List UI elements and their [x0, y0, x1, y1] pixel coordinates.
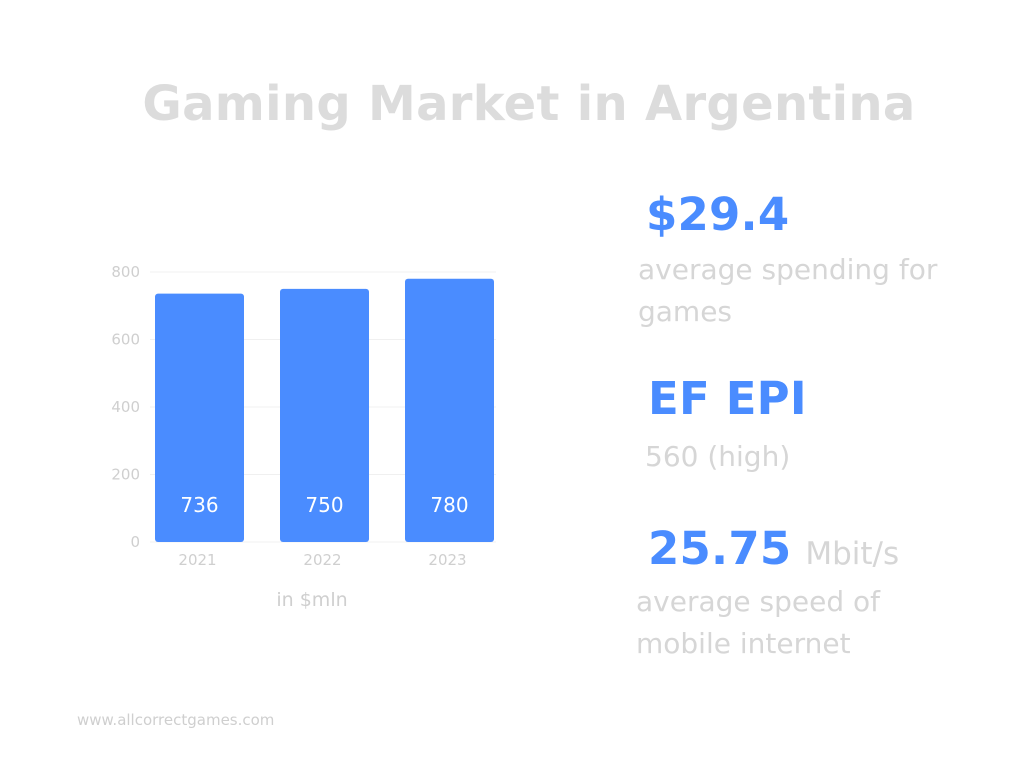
bar [405, 278, 494, 542]
bar-data-label: 736 [180, 493, 218, 517]
stat-internet-label: average speed of mobile internet [636, 581, 880, 665]
stat-epi: EF EPI [648, 372, 807, 425]
bar [155, 293, 244, 542]
stat-spending-value: $29.4 [646, 188, 790, 241]
page-title: Gaming Market in Argentina [142, 76, 916, 132]
bar-chart: 0 200 400 600 800 736 2021 750 2022 780 2023 [111, 263, 496, 569]
stat-epi-label: 560 (high) [645, 440, 791, 473]
bar-data-label: 750 [305, 493, 343, 517]
stat-internet: 25.75 Mbit/s [648, 522, 899, 575]
stat-internet-unit: Mbit/s [805, 536, 900, 572]
stat-epi-value: EF EPI [648, 372, 807, 425]
stat-spending: $29.4 [646, 188, 789, 241]
stat-spending-label-line2: games [638, 295, 733, 328]
chart-unit-label: in $mln [276, 589, 348, 611]
y-tick-label: 600 [111, 331, 140, 349]
bar-data-label: 780 [430, 493, 468, 517]
bar [280, 288, 369, 542]
y-tick-label: 200 [111, 466, 140, 484]
x-tick-label: 2021 [178, 551, 216, 569]
x-tick-label: 2023 [428, 551, 466, 569]
stat-epi-label-wrap: 560 (high) [645, 436, 790, 478]
y-tick-label: 400 [111, 398, 140, 416]
stat-internet-value: 25.75 [648, 522, 792, 575]
stat-spending-label-line1: average spending for [638, 253, 938, 286]
footer-url: www.allcorrectgames.com [77, 711, 275, 729]
stat-internet-label-line2: mobile internet [636, 627, 851, 660]
y-tick-label: 800 [111, 263, 140, 281]
x-tick-label: 2022 [303, 551, 341, 569]
stat-spending-label: average spending for games [638, 249, 937, 333]
stat-internet-label-line1: average speed of [636, 585, 881, 618]
y-tick-label: 0 [130, 533, 140, 551]
